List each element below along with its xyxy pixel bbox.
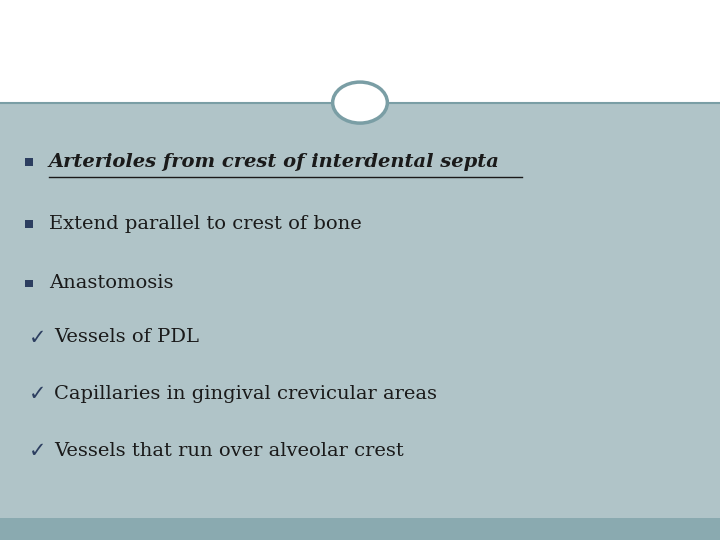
Text: Arterioles from crest of interdental septa: Arterioles from crest of interdental sep… xyxy=(49,153,500,171)
Text: ✓: ✓ xyxy=(29,441,46,461)
Text: Vessels of PDL: Vessels of PDL xyxy=(54,328,199,347)
Text: Extend parallel to crest of bone: Extend parallel to crest of bone xyxy=(49,215,361,233)
FancyBboxPatch shape xyxy=(0,518,720,540)
Text: ✓: ✓ xyxy=(29,327,46,348)
FancyBboxPatch shape xyxy=(24,220,33,228)
Text: Vessels that run over alveolar crest: Vessels that run over alveolar crest xyxy=(54,442,404,460)
Text: Anastomosis: Anastomosis xyxy=(49,274,174,293)
FancyBboxPatch shape xyxy=(0,103,720,518)
Text: Capillaries in gingival crevicular areas: Capillaries in gingival crevicular areas xyxy=(54,385,437,403)
FancyBboxPatch shape xyxy=(24,158,33,166)
FancyBboxPatch shape xyxy=(24,280,33,287)
Circle shape xyxy=(333,82,387,123)
Text: ✓: ✓ xyxy=(29,384,46,404)
FancyBboxPatch shape xyxy=(0,0,720,103)
